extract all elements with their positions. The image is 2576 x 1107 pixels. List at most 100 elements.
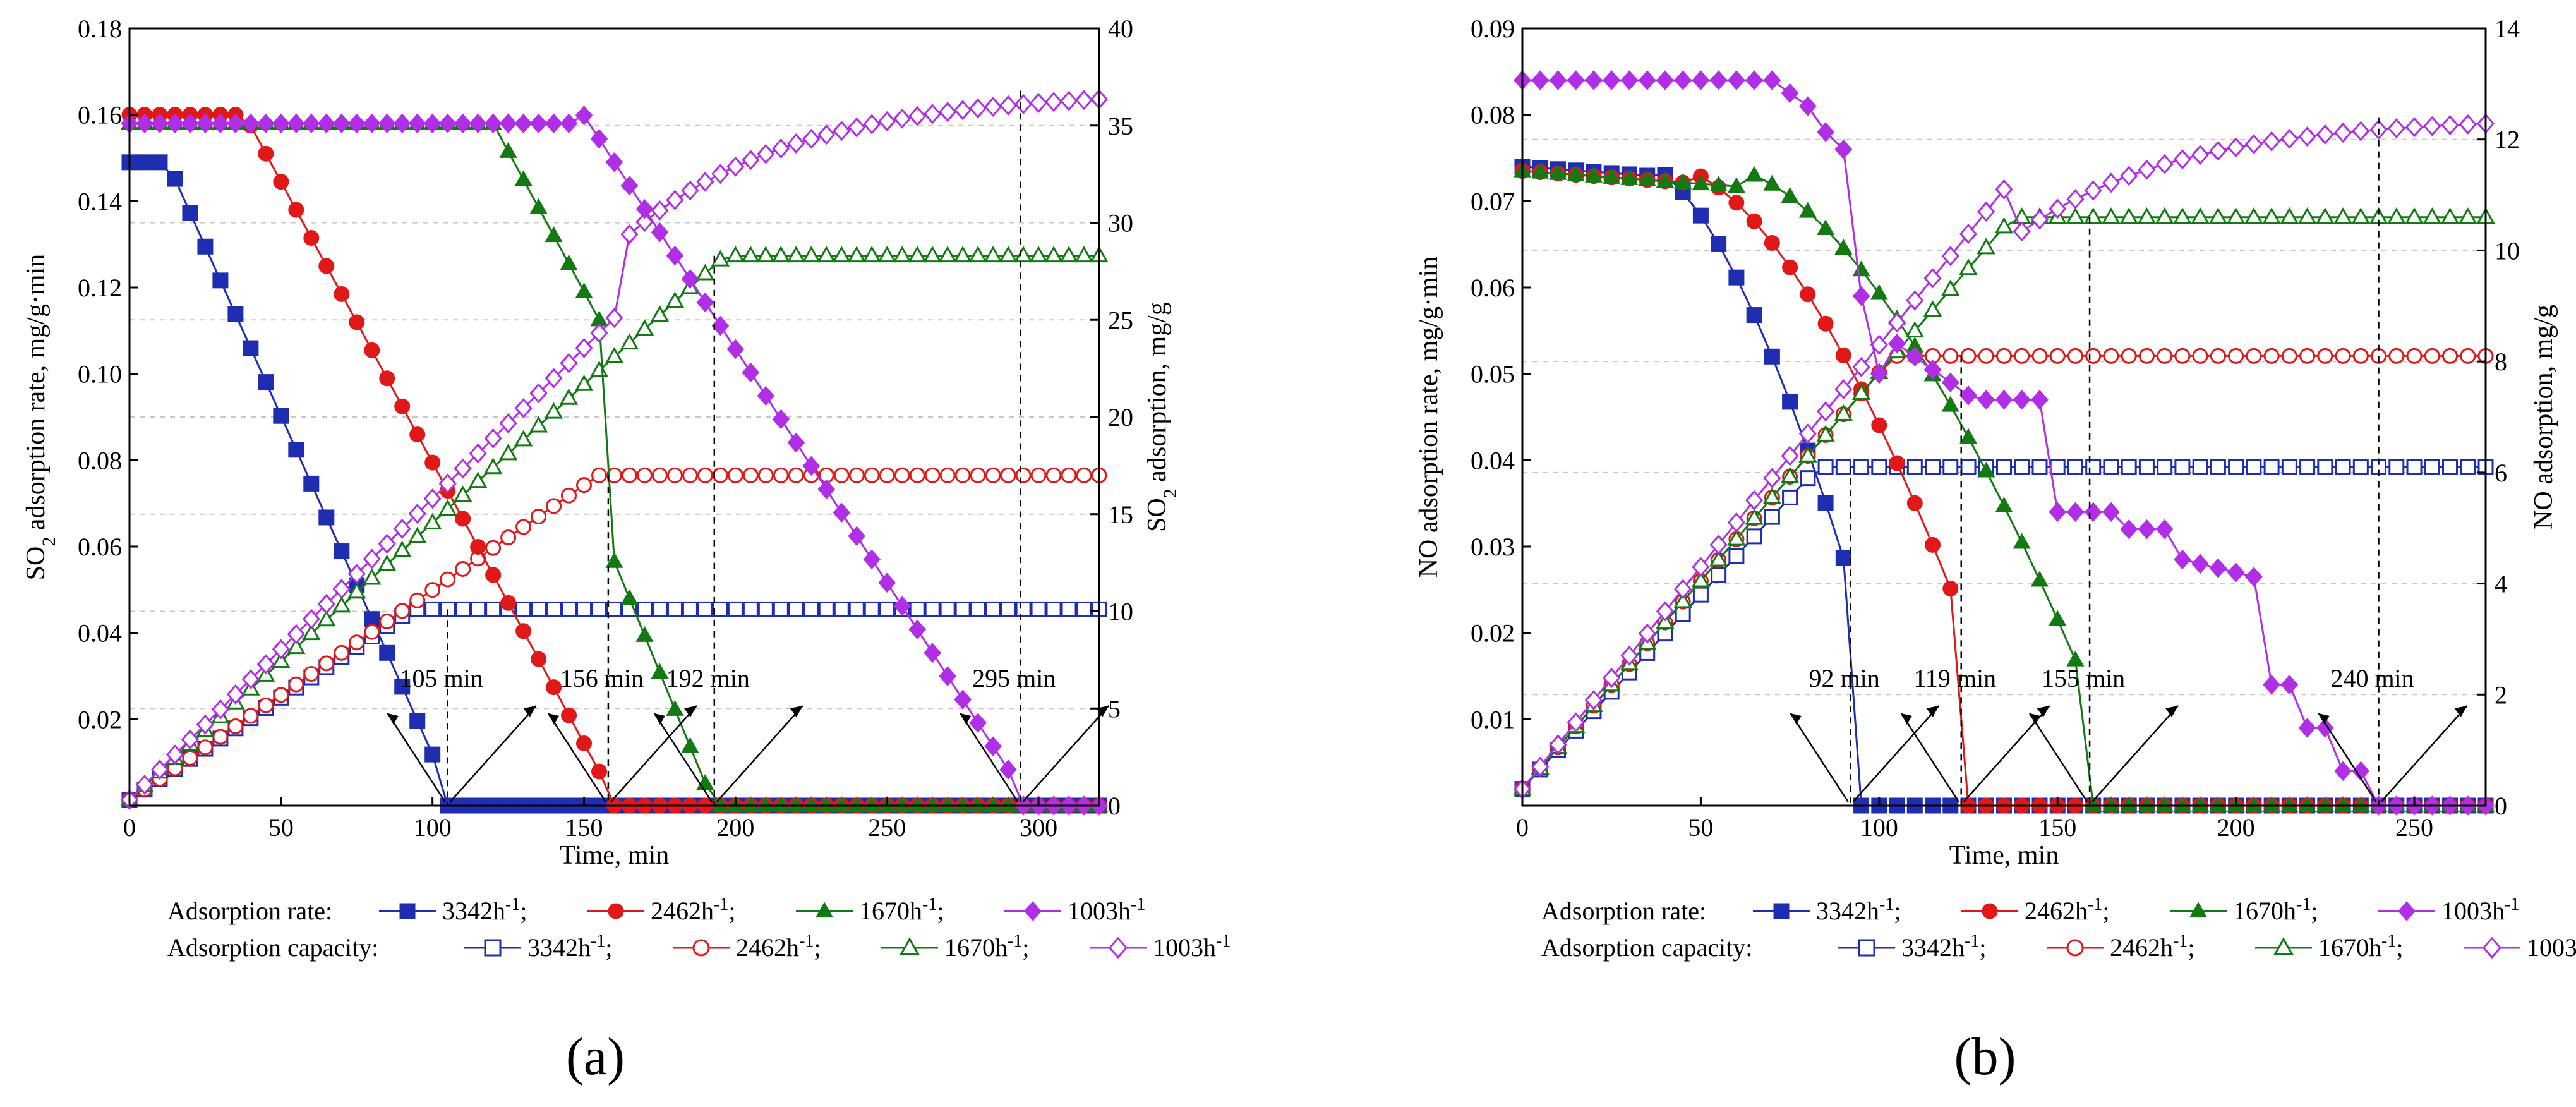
rate-point <box>1674 70 1692 90</box>
capacity-point <box>2014 348 2030 364</box>
capacity-point <box>226 684 244 705</box>
capacity-point <box>2440 207 2460 224</box>
capacity-point <box>2246 348 2262 364</box>
arrow-head <box>2454 705 2467 717</box>
series-1670h-1 <box>1513 161 2495 813</box>
legend: Adsorption rate: 3342h-1; 2462h-1; 1670h-1;… <box>1541 895 2576 962</box>
x-tick-label: 0 <box>1516 813 1529 842</box>
capacity-point <box>651 467 668 483</box>
capacity-point <box>863 114 881 135</box>
capacity-point <box>182 749 198 766</box>
capacity-point <box>332 579 351 600</box>
legend-entry-text: 1670h <box>2318 933 2381 962</box>
capacity-point <box>363 568 382 585</box>
capacity-point <box>1074 246 1093 263</box>
y-left-tick-label: 0.03 <box>1471 533 1515 561</box>
rate-point <box>742 362 760 383</box>
capacity-point <box>802 246 821 263</box>
legend-superscript: -1 <box>505 895 520 914</box>
capacity-point <box>712 467 728 483</box>
rate-point <box>1746 213 1762 229</box>
legend-marker <box>900 937 920 955</box>
capacity-point <box>2333 123 2352 143</box>
capacity-point <box>531 508 547 524</box>
capacity-point <box>438 473 457 494</box>
rate-point <box>2334 796 2352 813</box>
annotation-arrow <box>2029 713 2088 802</box>
capacity-point <box>2192 459 2208 475</box>
capacity-point <box>727 601 743 617</box>
legend-marker <box>608 903 624 919</box>
y-left-tick-label: 0.06 <box>78 533 122 561</box>
capacity-point <box>711 164 730 184</box>
rate-point <box>757 796 775 813</box>
annotation-arrow <box>610 705 697 802</box>
capacity-point <box>1763 468 1781 488</box>
legend-entry-label: 1670h-1; <box>859 895 944 926</box>
capacity-point <box>893 246 912 263</box>
capacity-point <box>470 601 486 617</box>
rate-point <box>136 154 153 171</box>
arrow-head <box>2165 705 2179 717</box>
capacity-point <box>1959 258 1978 275</box>
rate-point <box>1709 176 1728 192</box>
rate-point <box>1763 174 1781 191</box>
rate-point <box>1531 70 1550 90</box>
capacity-point <box>2138 459 2155 475</box>
rate-line <box>1522 170 2486 807</box>
rate-point <box>1782 394 1798 410</box>
rate-point <box>1567 70 1585 90</box>
capacity-point <box>2085 459 2102 475</box>
rate-point <box>1531 162 1550 179</box>
capacity-point <box>878 111 896 131</box>
capacity-point <box>1800 470 1816 487</box>
rate-point <box>273 174 289 190</box>
capacity-point <box>2192 348 2208 364</box>
rate-point <box>1906 346 1924 367</box>
capacity-point <box>742 601 759 617</box>
capacity-point <box>469 443 487 464</box>
capacity-point <box>650 305 670 322</box>
legend-entry-text: 1003h <box>1153 933 1216 962</box>
capacity-point <box>211 699 230 720</box>
legend-entry-label: 1003h-1 <box>1153 931 1231 962</box>
rate-point <box>455 511 471 527</box>
rate-point <box>212 113 229 134</box>
capacity-point <box>954 601 971 617</box>
rate-point <box>878 572 896 593</box>
capacity-point <box>864 467 880 483</box>
capacity-point <box>696 171 714 192</box>
rate-point <box>999 796 1018 813</box>
legend-entry-text: 1670h <box>944 933 1008 962</box>
capacity-point <box>438 499 457 516</box>
capacity-point <box>2263 348 2280 364</box>
capacity-point <box>968 246 987 263</box>
rate-point <box>499 142 517 158</box>
y-left-tick-label: 0.02 <box>1471 619 1515 648</box>
capacity-point <box>1925 459 1941 475</box>
capacity-point <box>923 246 942 263</box>
capacity-point <box>879 467 895 483</box>
capacity-point <box>2209 140 2227 161</box>
rate-point <box>167 171 183 187</box>
rate-point <box>2227 562 2245 583</box>
x-tick-label: 50 <box>1688 813 1713 842</box>
capacity-point <box>1059 90 1078 111</box>
capacity-point <box>514 430 533 447</box>
annotation-arrow <box>653 713 713 802</box>
capacity-point <box>560 353 578 373</box>
rate-point <box>591 763 608 780</box>
y-right-tick-label: 15 <box>1108 500 1133 529</box>
capacity-point <box>2174 348 2191 364</box>
capacity-point <box>2157 348 2173 364</box>
capacity-point <box>2298 126 2316 147</box>
capacity-point <box>1076 467 1092 483</box>
capacity-point <box>591 601 608 617</box>
capacity-point <box>788 467 804 483</box>
y-left-tick-label: 0.07 <box>1471 187 1515 215</box>
rate-point <box>2334 761 2352 782</box>
rate-point <box>1817 219 1835 236</box>
rate-point <box>242 113 260 134</box>
x-tick-label: 200 <box>716 813 754 842</box>
